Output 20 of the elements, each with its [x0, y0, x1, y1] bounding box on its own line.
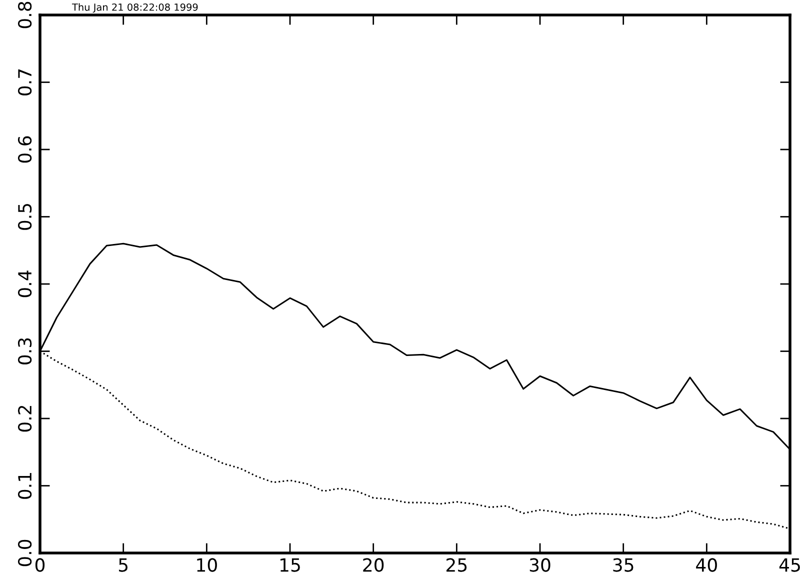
x-tick-label: 40 [696, 558, 717, 572]
y-tick-label: 0.5 [18, 204, 32, 230]
x-tick-label: 35 [613, 558, 634, 572]
x-tick-label: 20 [363, 558, 384, 572]
y-tick-label: 0.6 [18, 136, 32, 163]
x-tick-label: 25 [446, 558, 467, 572]
y-tick-label: 0.3 [18, 338, 32, 364]
x-tick-label: 0 [35, 558, 45, 572]
y-tick-label: 0.0 [18, 540, 32, 566]
y-tick-label: 0.4 [18, 270, 32, 298]
x-tick-label: 5 [118, 558, 128, 572]
x-tick-label: 15 [280, 558, 300, 572]
x-tick-label: 10 [197, 558, 217, 572]
y-tick-label: 0.8 [18, 2, 32, 28]
y-tick-label: 0.1 [18, 473, 32, 499]
text: Thu Jan 21 08:22:08 1999 [72, 3, 198, 13]
x-tick-label: 30 [530, 558, 550, 572]
y-tick-label: 0.2 [18, 406, 32, 432]
y-tick-label: 0.7 [18, 69, 32, 96]
x-tick-label: 45 [779, 558, 800, 572]
